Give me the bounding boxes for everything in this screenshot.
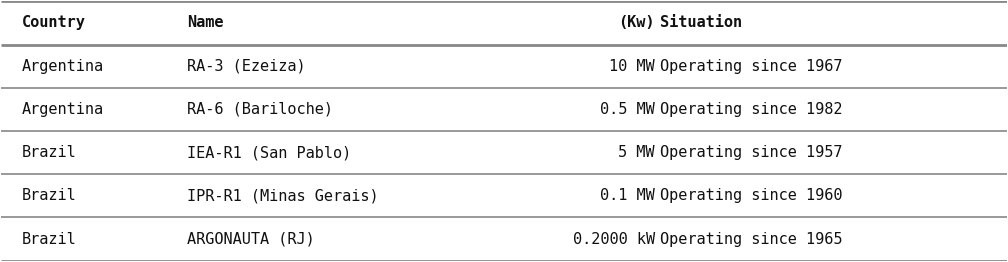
Text: IPR-R1 (Minas Gerais): IPR-R1 (Minas Gerais) [187,188,379,203]
Text: RA-3 (Ezeiza): RA-3 (Ezeiza) [187,59,306,74]
Text: Name: Name [187,15,224,30]
Text: 0.5 MW: 0.5 MW [600,102,655,117]
Text: RA-6 (Bariloche): RA-6 (Bariloche) [187,102,334,117]
Text: ARGONAUTA (RJ): ARGONAUTA (RJ) [187,232,316,247]
Text: IEA-R1 (San Pablo): IEA-R1 (San Pablo) [187,145,352,160]
Text: Operating since 1957: Operating since 1957 [660,145,843,160]
Text: Situation: Situation [660,15,742,30]
Text: Brazil: Brazil [21,145,77,160]
Text: Argentina: Argentina [21,102,104,117]
Text: 0.1 MW: 0.1 MW [600,188,655,203]
Text: Country: Country [21,15,86,30]
Text: 5 MW: 5 MW [618,145,655,160]
Text: 0.2000 kW: 0.2000 kW [573,232,655,247]
Text: Operating since 1967: Operating since 1967 [660,59,843,74]
Text: (Kw): (Kw) [618,15,655,30]
Text: Brazil: Brazil [21,232,77,247]
Text: Operating since 1960: Operating since 1960 [660,188,843,203]
Text: Operating since 1965: Operating since 1965 [660,232,843,247]
Text: 10 MW: 10 MW [609,59,655,74]
Text: Operating since 1982: Operating since 1982 [660,102,843,117]
Text: Argentina: Argentina [21,59,104,74]
Text: Brazil: Brazil [21,188,77,203]
